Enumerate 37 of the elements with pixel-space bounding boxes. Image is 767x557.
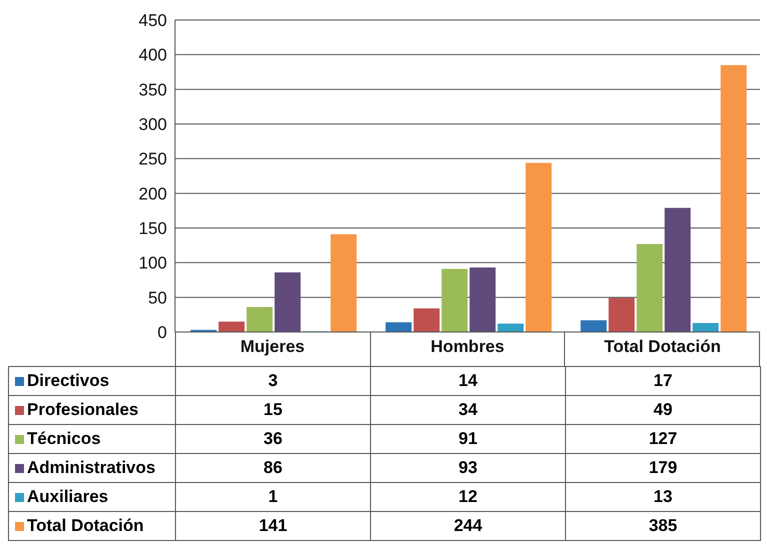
legend-label: Auxiliares: [8, 482, 176, 512]
legend-label: Total Dotación: [8, 512, 176, 540]
data-label: 3: [176, 366, 370, 396]
data-label: 1: [176, 482, 370, 512]
y-tick-label: 400: [138, 46, 167, 65]
y-tick-label: 250: [138, 150, 167, 169]
data-label: 93: [370, 454, 566, 482]
data-label: 127: [566, 424, 760, 454]
y-tick-label: 150: [138, 219, 167, 238]
y-tick-label: 0: [158, 323, 167, 342]
data-label: 13: [566, 482, 760, 512]
data-label: 14: [370, 366, 566, 396]
legend-label: Administrativos: [8, 454, 176, 482]
y-tick-label: 100: [138, 254, 167, 273]
legend-label: Profesionales: [8, 396, 176, 424]
data-label: 12: [370, 482, 566, 512]
data-label: 17: [566, 366, 760, 396]
data-label: 49: [566, 396, 760, 424]
legend-label: Directivos: [8, 366, 176, 396]
y-tick-label: 50: [148, 288, 167, 308]
y-tick-label: 450: [138, 11, 167, 30]
data-label: 244: [370, 512, 566, 540]
x-tick-label: Total Dotación: [604, 337, 721, 356]
x-tick-label: Mujeres: [240, 337, 305, 356]
y-tick-label: 350: [138, 80, 167, 100]
data-label: 15: [176, 396, 370, 424]
data-label: 86: [176, 454, 370, 482]
data-label: 91: [370, 424, 566, 454]
x-tick-label: Hombres: [430, 337, 504, 356]
y-tick-label: 300: [138, 115, 167, 134]
y-tick-label: 200: [138, 184, 167, 204]
data-label: 179: [566, 454, 760, 482]
data-label: 141: [176, 512, 370, 540]
data-label: 385: [566, 512, 760, 540]
legend-label: Técnicos: [8, 424, 176, 454]
data-label: 34: [370, 396, 566, 424]
data-label: 36: [176, 424, 370, 454]
